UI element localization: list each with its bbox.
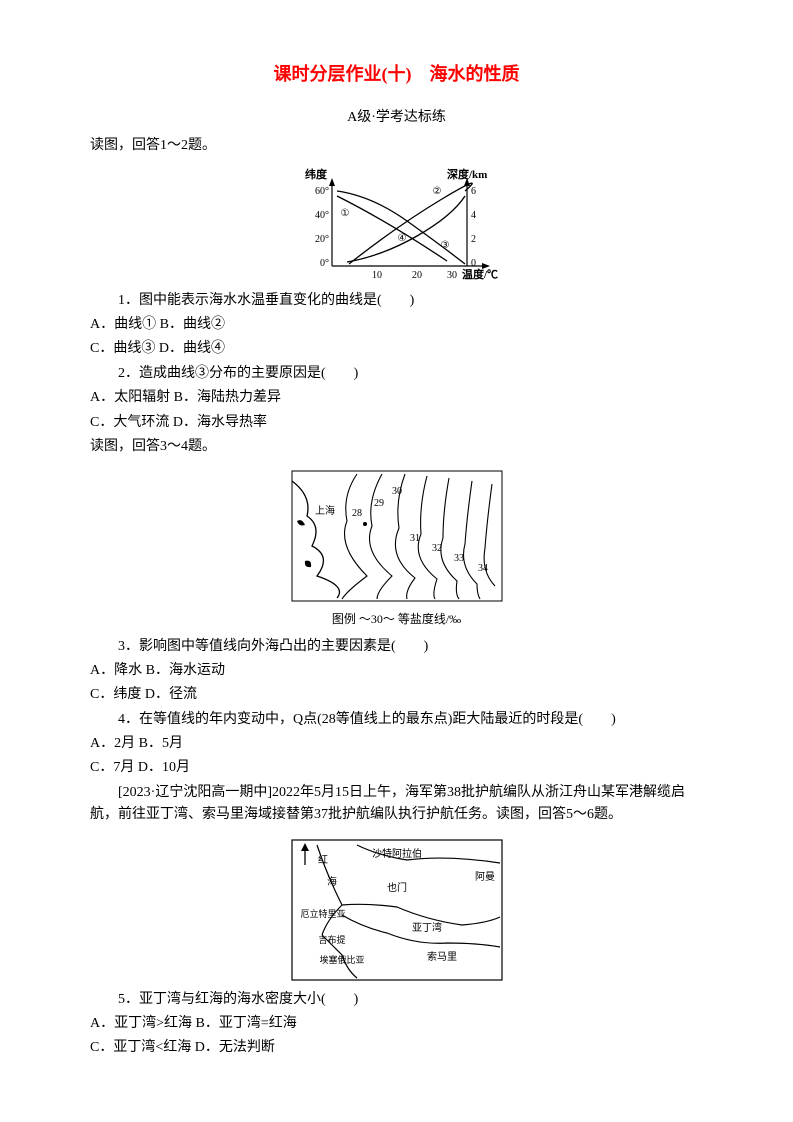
- fig1-lat-20: 20°: [315, 234, 329, 245]
- fig3-eritrea: 厄立特里亚: [300, 908, 345, 919]
- q1-b: B．曲线②: [160, 317, 225, 332]
- q4-d: D．10月: [138, 760, 190, 775]
- q4-row1: A．2月 B．5月: [90, 733, 703, 755]
- fig1-label-depth: 深度/km: [447, 167, 487, 181]
- q2-d: D．海水导热率: [173, 415, 267, 430]
- fig3-saudi: 沙特阿拉伯: [372, 847, 422, 860]
- fig1-x20: 20: [412, 270, 422, 281]
- fig1-m3: ③: [440, 240, 449, 251]
- fig1-d2: 2: [471, 234, 476, 245]
- fig1-d0: 0: [471, 258, 476, 269]
- fig1-d6: 6: [471, 186, 476, 197]
- q4-b: B．5月: [139, 736, 183, 751]
- q1-row1: A．曲线① B．曲线②: [90, 314, 703, 336]
- q3-c: C．纬度: [90, 687, 141, 702]
- fig2-v29: 29: [374, 498, 384, 509]
- fig1-label-lat: 纬度: [305, 167, 328, 181]
- fig3-ethiopia: 埃塞俄比亚: [319, 954, 364, 965]
- q3-a: A．降水: [90, 663, 142, 678]
- fig1-label-temp: 温度/℃: [462, 267, 498, 281]
- level-label: A级·学考达标练: [90, 107, 703, 129]
- fig1-x30: 30: [447, 270, 457, 281]
- q4-row2: C．7月 D．10月: [90, 757, 703, 779]
- fig3-somalia: 索马里: [427, 950, 457, 963]
- q3-b: B．海水运动: [146, 663, 225, 678]
- q5-row1: A．亚丁湾>红海 B．亚丁湾=红海: [90, 1013, 703, 1035]
- fig2-shanghai: 上海: [315, 504, 335, 517]
- fig1-d4: 4: [471, 210, 476, 221]
- fig3-djibouti: 吉布提: [318, 934, 345, 945]
- q1-row2: C．曲线③ D．曲线④: [90, 338, 703, 360]
- context-5-6: [2023·辽宁沈阳高一期中]2022年5月15日上午，海军第38批护航编队从浙…: [90, 782, 703, 827]
- fig1-lat-0: 0°: [320, 258, 329, 269]
- fig1-m1: ①: [340, 208, 349, 219]
- fig3-yemen: 也门: [387, 881, 407, 894]
- q2-b: B．海陆热力差异: [174, 390, 281, 405]
- q1-d: D．曲线④: [159, 341, 225, 356]
- q4-a: A．2月: [90, 736, 135, 751]
- q3-row1: A．降水 B．海水运动: [90, 660, 703, 682]
- fig1-m4: ④: [397, 233, 406, 244]
- q4-stem: 4．在等值线的年内变动中，Q点(28等值线上的最东点)距大陆最近的时段是( ): [90, 709, 703, 731]
- q5-d: D．无法判断: [195, 1040, 275, 1055]
- q2-a: A．太阳辐射: [90, 390, 170, 405]
- fig1-lat-60: 60°: [315, 186, 329, 197]
- fig2-v30: 30: [392, 486, 402, 497]
- q2-row1: A．太阳辐射 B．海陆热力差异: [90, 387, 703, 409]
- figure-2-salinity: 28 29 30 31 32 33 34 上海: [287, 466, 507, 606]
- q5-row2: C．亚丁湾<红海 D．无法判断: [90, 1037, 703, 1059]
- q3-stem: 3．影响图中等值线向外海凸出的主要因素是( ): [90, 636, 703, 658]
- q1-c: C．曲线③: [90, 341, 155, 356]
- fig1-x10: 10: [372, 270, 382, 281]
- fig2-v34: 34: [478, 563, 488, 574]
- q5-a: A．亚丁湾>红海: [90, 1016, 192, 1031]
- fig3-oman: 阿曼: [475, 871, 495, 883]
- fig2-v32: 32: [432, 543, 442, 554]
- intro-1-2: 读图，回答1～2题。: [90, 135, 703, 157]
- q3-d: D．径流: [145, 687, 197, 702]
- q1-stem: 1．图中能表示海水水温垂直变化的曲线是( ): [90, 290, 703, 312]
- fig3-red2: 海: [327, 875, 337, 888]
- intro-3-4: 读图，回答3～4题。: [90, 436, 703, 458]
- fig3-aden: 亚丁湾: [412, 921, 442, 934]
- q5-b: B．亚丁湾=红海: [196, 1016, 297, 1031]
- fig2-v28: 28: [352, 508, 362, 519]
- fig3-red1: 红: [318, 853, 328, 866]
- figure-3-map-aden: 红 海 沙特阿拉伯 也门 阿曼 亚丁湾 厄立特里亚 吉布提 埃塞俄比亚 索马里: [287, 835, 507, 985]
- q4-c: C．7月: [90, 760, 134, 775]
- figure-2-caption: 图例 ～30～ 等盐度线/‰: [90, 610, 703, 629]
- q1-a: A．曲线①: [90, 317, 156, 332]
- q2-stem: 2．造成曲线③分布的主要原因是( ): [90, 363, 703, 385]
- q5-c: C．亚丁湾<红海: [90, 1040, 191, 1055]
- q2-c: C．大气环流: [90, 415, 169, 430]
- page-title: 课时分层作业(十) 海水的性质: [90, 60, 703, 89]
- fig2-v33: 33: [454, 553, 464, 564]
- fig2-v31: 31: [410, 533, 420, 544]
- q5-stem: 5．亚丁湾与红海的海水密度大小( ): [90, 989, 703, 1011]
- fig1-lat-40: 40°: [315, 210, 329, 221]
- q3-row2: C．纬度 D．径流: [90, 684, 703, 706]
- figure-1-temp-curves: 60° 40° 20° 0° 6 4 2 0 10 20 30 纬度 深度/km…: [287, 166, 507, 286]
- q2-row2: C．大气环流 D．海水导热率: [90, 412, 703, 434]
- fig1-m2: ②: [432, 186, 441, 197]
